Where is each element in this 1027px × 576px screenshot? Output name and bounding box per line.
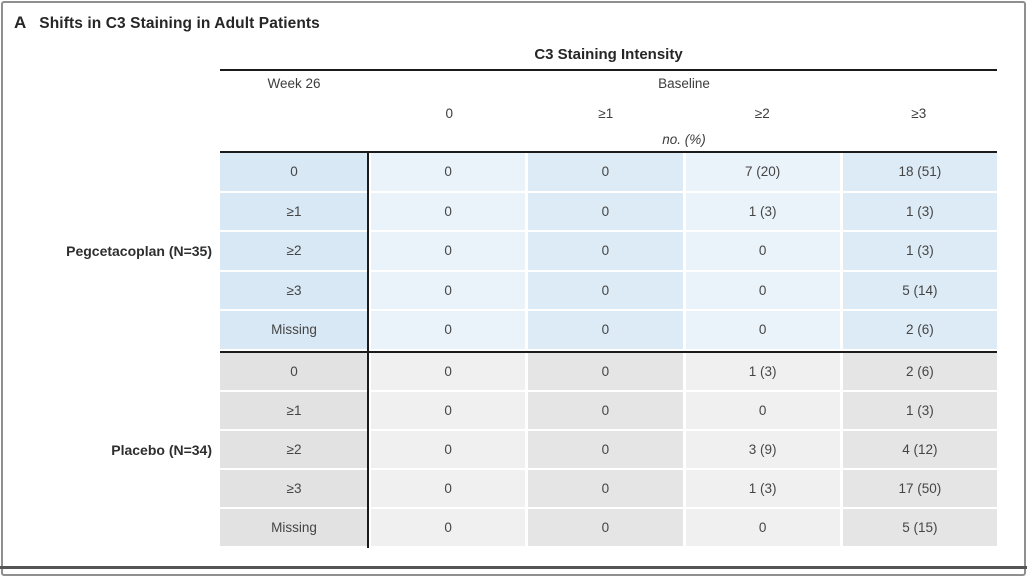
panel-title-text: Shifts in C3 Staining in Adult Patients — [39, 15, 320, 32]
table-cell: 0 — [682, 391, 840, 429]
table-cell: 5 (15) — [839, 508, 997, 546]
table-cell: 0 — [525, 153, 683, 191]
table-cell: 0 — [525, 391, 683, 429]
table-cell: 0 — [682, 232, 840, 270]
group-label-pegcetacoplan: Pegcetacoplan (N=35) — [66, 243, 212, 259]
table-cell: 0 — [682, 508, 840, 546]
table-cell: 0 — [525, 271, 683, 309]
table-cell: 0 — [525, 508, 683, 546]
table-cell: 2 (6) — [839, 311, 997, 349]
table-cell: 0 — [525, 352, 683, 390]
table-cell: 0 — [368, 153, 526, 191]
table-cell: 1 (3) — [839, 391, 997, 429]
table-cell: 0 — [368, 391, 526, 429]
table-cell: 7 (20) — [682, 153, 840, 191]
table-cell: 0 — [368, 352, 526, 390]
table-row: ≥2 0 0 3 (9) 4 (12) — [220, 430, 997, 470]
table-cell: 0 — [525, 430, 683, 468]
baseline-subcolumns: 0 ≥1 ≥2 ≥3 — [371, 106, 997, 121]
table-cell: 0 — [525, 311, 683, 349]
table-cell: 0 — [368, 271, 526, 309]
table-row: ≥3 0 0 1 (3) 17 (50) — [220, 469, 997, 509]
row-label: Missing — [220, 311, 368, 349]
row-label: 0 — [220, 352, 368, 390]
table-cell: 1 (3) — [839, 232, 997, 270]
header-rule — [220, 69, 997, 71]
table-cell: 1 (3) — [682, 192, 840, 230]
row-label: ≥3 — [220, 469, 368, 507]
panel-title: A Shifts in C3 Staining in Adult Patient… — [14, 13, 320, 33]
column-header-0: 0 — [445, 106, 453, 121]
row-label: 0 — [220, 153, 368, 191]
table-cell: 2 (6) — [839, 352, 997, 390]
table-row: ≥2 0 0 0 1 (3) — [220, 232, 997, 272]
column-header-ge2: ≥2 — [754, 106, 770, 121]
label-column-rule — [367, 153, 369, 548]
row-label: ≥2 — [220, 232, 368, 270]
week26-column-header: Week 26 — [267, 76, 321, 91]
table-cell: 0 — [368, 192, 526, 230]
table-cell: 1 (3) — [682, 352, 840, 390]
table-cell: 0 — [368, 311, 526, 349]
table-row: Missing 0 0 0 2 (6) — [220, 311, 997, 351]
unit-note: no. (%) — [662, 132, 706, 147]
baseline-group-header: Baseline — [658, 76, 710, 91]
table-cell: 0 — [368, 508, 526, 546]
row-label: ≥1 — [220, 391, 368, 429]
row-label: Missing — [220, 508, 368, 546]
column-header-ge1: ≥1 — [598, 106, 614, 121]
table-row: ≥1 0 0 1 (3) 1 (3) — [220, 192, 997, 232]
table-cell: 0 — [682, 271, 840, 309]
table-row: ≥1 0 0 0 1 (3) — [220, 391, 997, 431]
row-label: ≥3 — [220, 271, 368, 309]
table-cell: 17 (50) — [839, 469, 997, 507]
table-cell: 0 — [525, 192, 683, 230]
table-cell: 0 — [368, 430, 526, 468]
table-cell: 18 (51) — [839, 153, 997, 191]
table-cell: 0 — [368, 232, 526, 270]
table-row: Missing 0 0 0 5 (15) — [220, 508, 997, 548]
table-cell: 0 — [682, 311, 840, 349]
table-cell: 1 (3) — [682, 469, 840, 507]
column-header-ge3: ≥3 — [911, 106, 927, 121]
table-cell: 4 (12) — [839, 430, 997, 468]
group-label-placebo: Placebo (N=34) — [111, 442, 212, 458]
panel-letter: A — [14, 13, 27, 32]
group-separator-rule — [220, 350, 997, 353]
table-cell: 0 — [525, 232, 683, 270]
table-cell: 1 (3) — [839, 192, 997, 230]
row-label: ≥1 — [220, 192, 368, 230]
table-cell: 5 (14) — [839, 271, 997, 309]
table-cell: 0 — [368, 469, 526, 507]
row-label: ≥2 — [220, 430, 368, 468]
panel-bottom-divider — [0, 566, 1027, 569]
table-cell: 0 — [525, 469, 683, 507]
table-row: ≥3 0 0 0 5 (14) — [220, 271, 997, 311]
table-title: C3 Staining Intensity — [534, 46, 683, 63]
table-cell: 3 (9) — [682, 430, 840, 468]
